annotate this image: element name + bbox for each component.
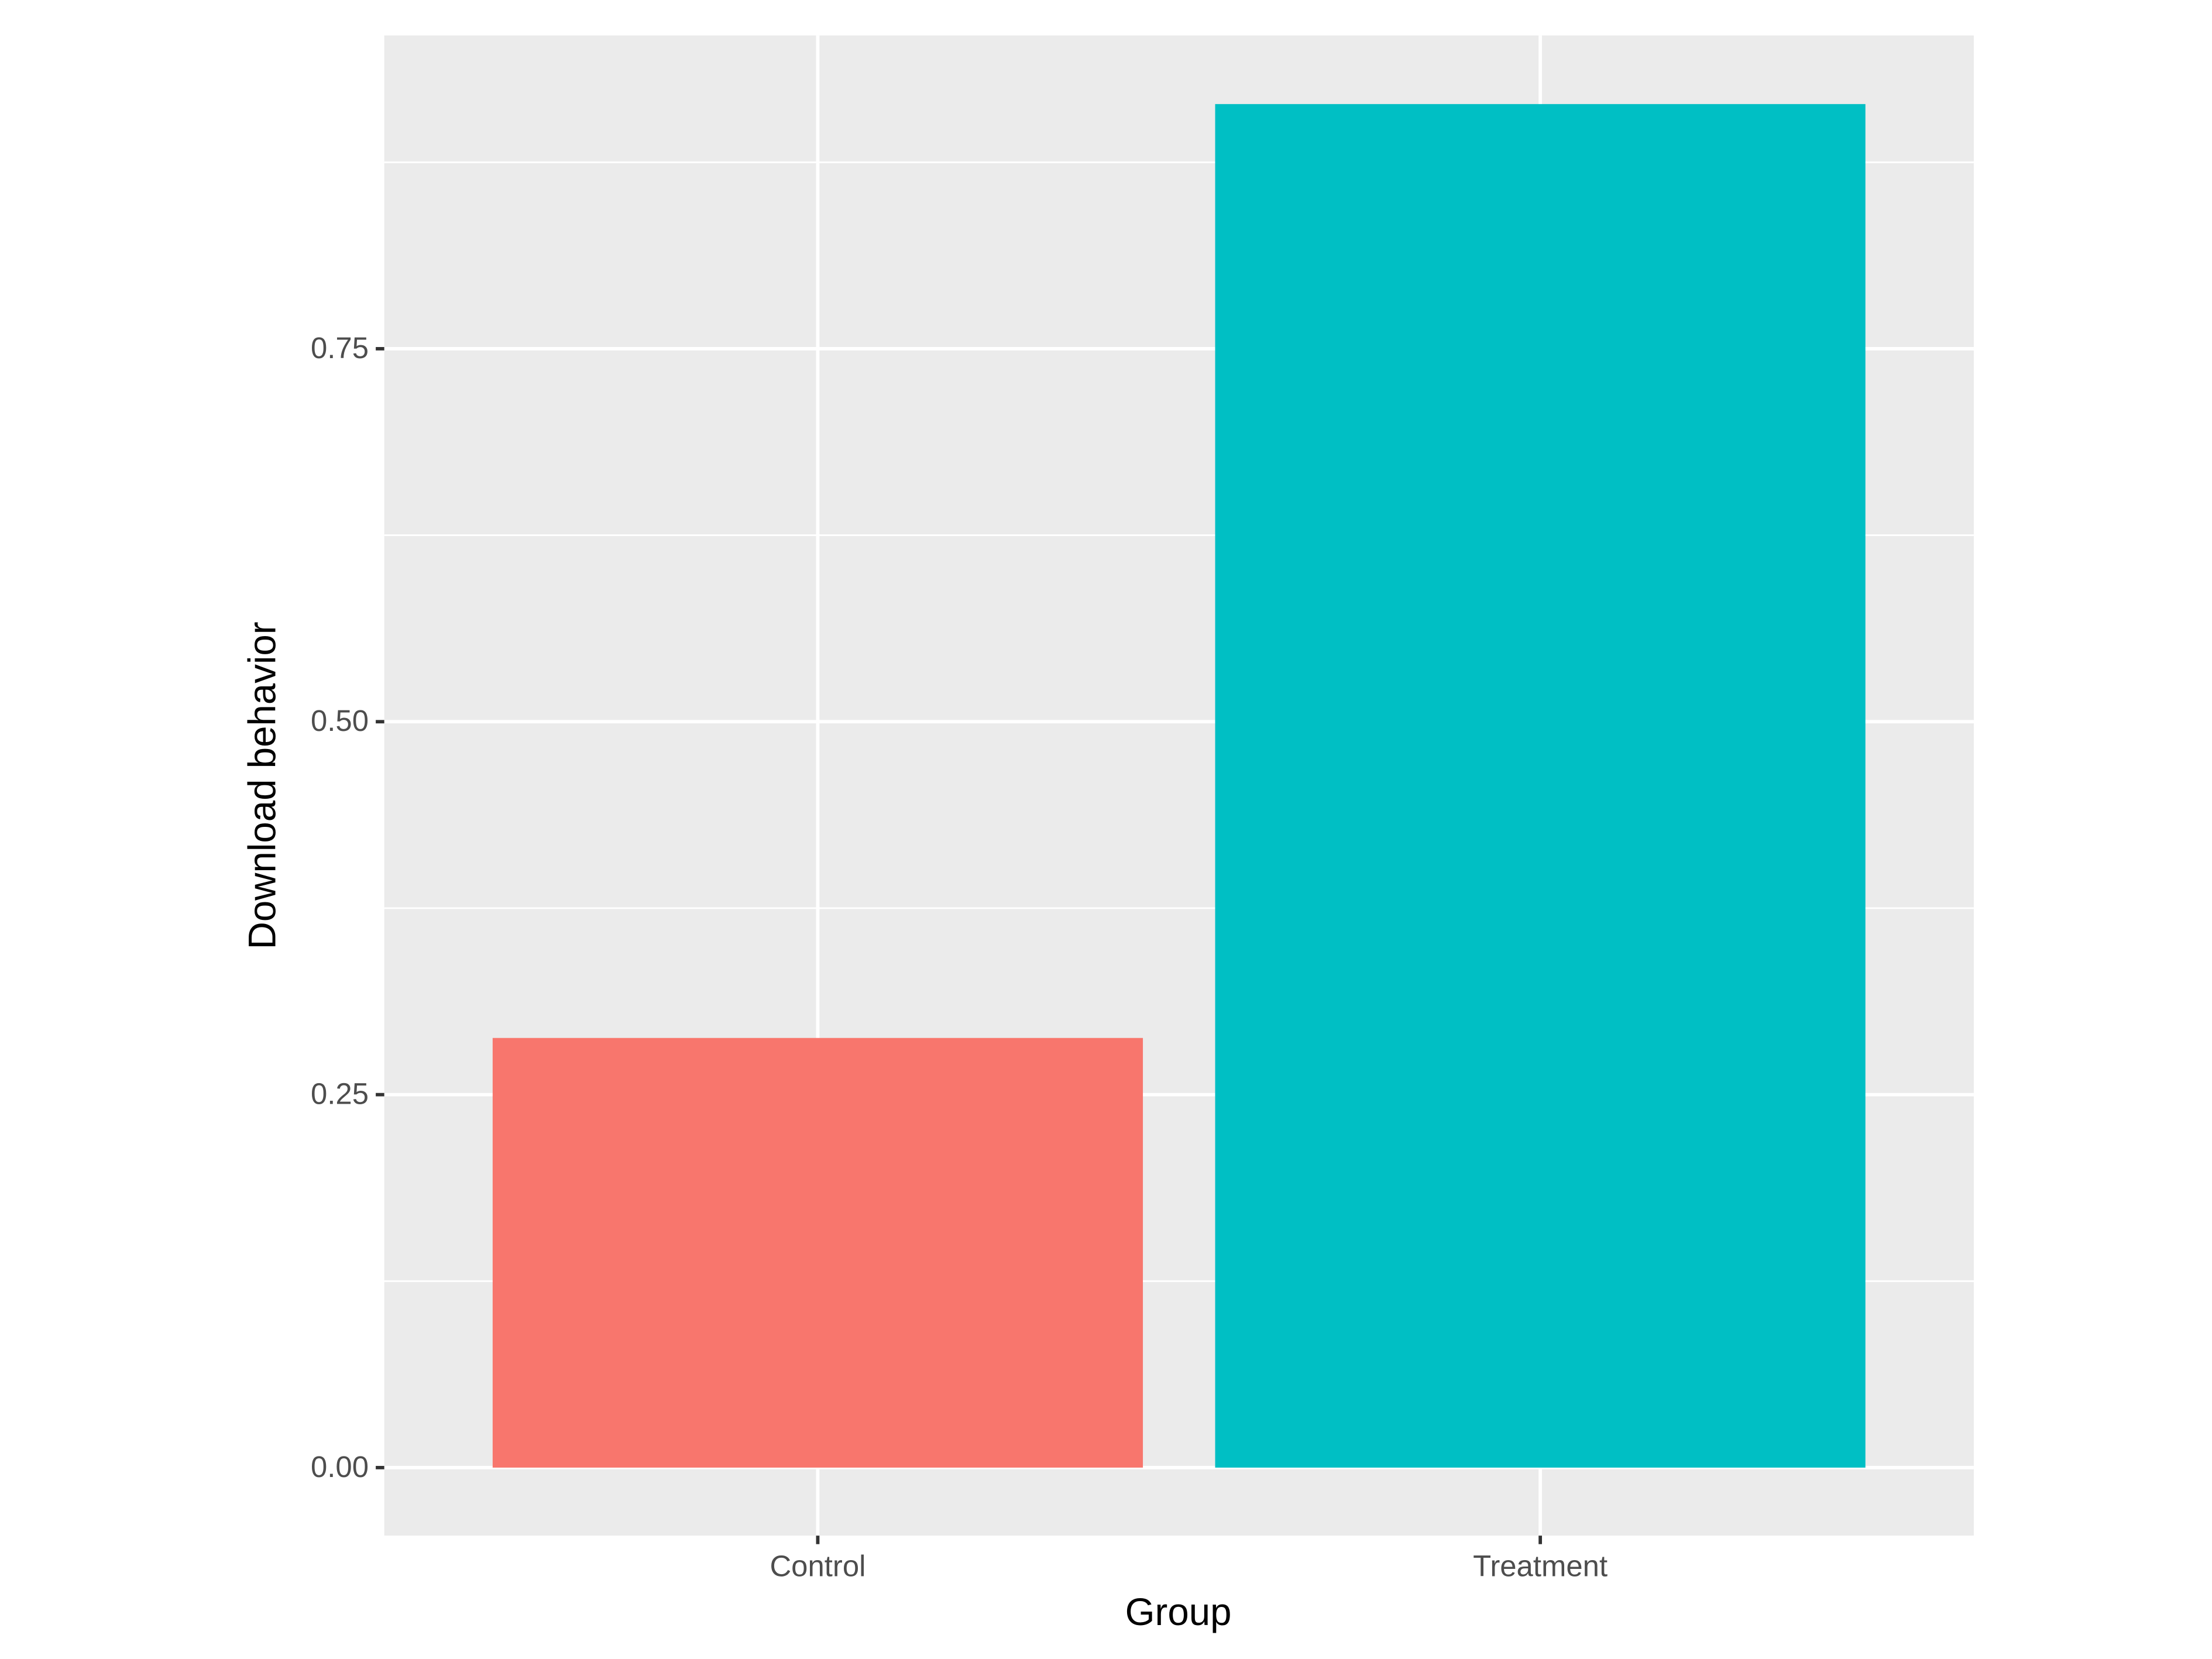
x-axis-title: Group: [1125, 1591, 1232, 1633]
x-tick-label: Treatment: [1473, 1549, 1608, 1582]
bar: [1215, 104, 1866, 1468]
y-axis-title: Download behavior: [241, 621, 283, 949]
x-tick-label: Control: [770, 1549, 865, 1582]
y-tick-label: 0.25: [311, 1077, 369, 1110]
bar: [492, 1038, 1143, 1468]
y-tick-label: 0.75: [311, 331, 369, 365]
y-tick-label: 0.00: [311, 1450, 369, 1483]
y-tick-label: 0.50: [311, 704, 369, 737]
